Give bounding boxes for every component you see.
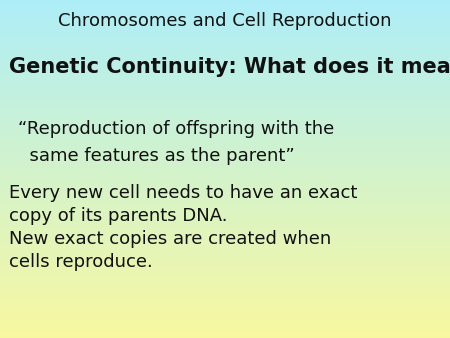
Text: same features as the parent”: same features as the parent” (18, 147, 295, 165)
Text: Chromosomes and Cell Reproduction: Chromosomes and Cell Reproduction (58, 12, 392, 30)
Text: “Reproduction of offspring with the: “Reproduction of offspring with the (18, 120, 334, 138)
Text: Genetic Continuity: What does it mean?: Genetic Continuity: What does it mean? (9, 57, 450, 77)
Text: Every new cell needs to have an exact
copy of its parents DNA.
New exact copies : Every new cell needs to have an exact co… (9, 184, 357, 271)
